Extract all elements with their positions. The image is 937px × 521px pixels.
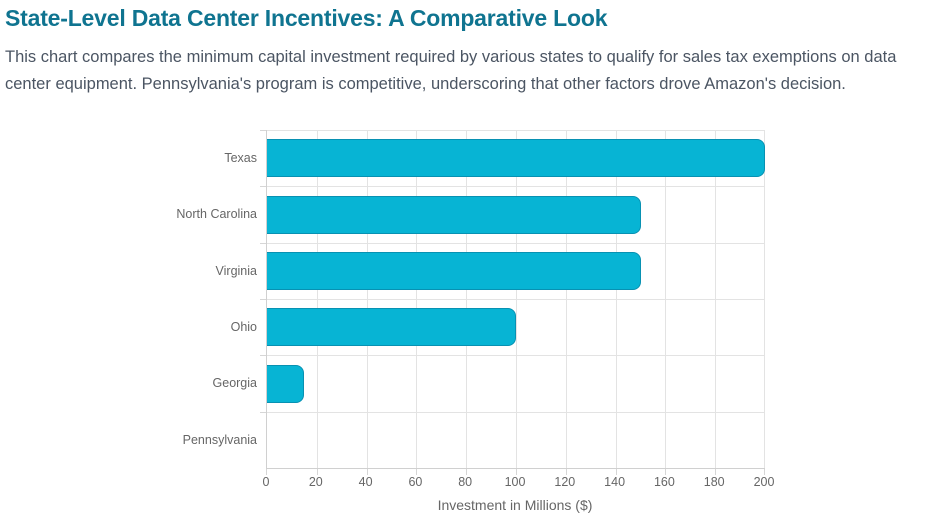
tick-mark (466, 469, 467, 475)
y-category-label: Pennsylvania (182, 432, 257, 447)
x-axis-tick-labels: 0 20 40 60 80 100 120 140 160 180 200 (262, 475, 775, 491)
x-tick-label: 180 (703, 475, 725, 489)
tick-mark (260, 412, 266, 413)
bar-georgia[interactable] (267, 364, 305, 403)
tick-mark (266, 469, 267, 475)
gridline (764, 130, 765, 468)
gridline (466, 130, 467, 468)
tick-mark (764, 469, 765, 475)
x-axis-title: Investment in Millions ($) (437, 497, 593, 513)
tick-mark (367, 469, 368, 475)
gridline (367, 130, 368, 468)
tick-mark (317, 469, 318, 475)
bar-virginia[interactable] (267, 251, 641, 290)
x-tick-label: 80 (458, 475, 473, 489)
x-tick-label: 60 (408, 475, 423, 489)
tick-mark (260, 299, 266, 300)
tick-mark (260, 243, 266, 244)
bar-texas[interactable] (267, 139, 765, 178)
gridline (416, 130, 417, 468)
x-tick-label: 100 (504, 475, 526, 489)
x-tick-label: 200 (753, 475, 775, 489)
gridline (665, 130, 666, 468)
x-tick-label: 140 (604, 475, 626, 489)
x-tick-label: 0 (262, 475, 270, 489)
tick-mark (416, 469, 417, 475)
tick-mark (715, 469, 716, 475)
gridline (566, 130, 567, 468)
gridline (616, 130, 617, 468)
x-tick-label: 20 (308, 475, 323, 489)
tick-mark (260, 130, 266, 131)
page-title: State-Level Data Center Incentives: A Co… (5, 5, 608, 31)
tick-mark (260, 355, 266, 356)
gridline (715, 130, 716, 468)
tick-mark (665, 469, 666, 475)
tick-mark (516, 469, 517, 475)
gridline (317, 130, 318, 468)
x-tick-label: 40 (358, 475, 373, 489)
tick-mark (566, 469, 567, 475)
y-category-label: Georgia (212, 376, 257, 391)
y-axis-labels: Texas North Carolina Virginia Ohio Georgia Pe… (0, 130, 266, 468)
y-category-label: Texas (224, 151, 257, 165)
page-description: This chart compares the minimum capital … (5, 48, 897, 93)
y-category-label: Virginia (215, 263, 257, 278)
tick-mark (260, 186, 266, 187)
bar-ohio[interactable] (267, 308, 516, 347)
x-tick-label: 120 (554, 475, 576, 489)
bar-chart: Texas North Carolina Virginia Ohio Georgia Pe… (0, 130, 937, 520)
y-category-label: Ohio (230, 320, 257, 334)
y-category-label: North Carolina (176, 207, 257, 222)
gridline (516, 130, 517, 468)
tick-mark (616, 469, 617, 475)
plot-area (260, 130, 765, 475)
bar-north-carolina[interactable] (267, 195, 641, 234)
x-tick-label: 160 (653, 475, 675, 489)
